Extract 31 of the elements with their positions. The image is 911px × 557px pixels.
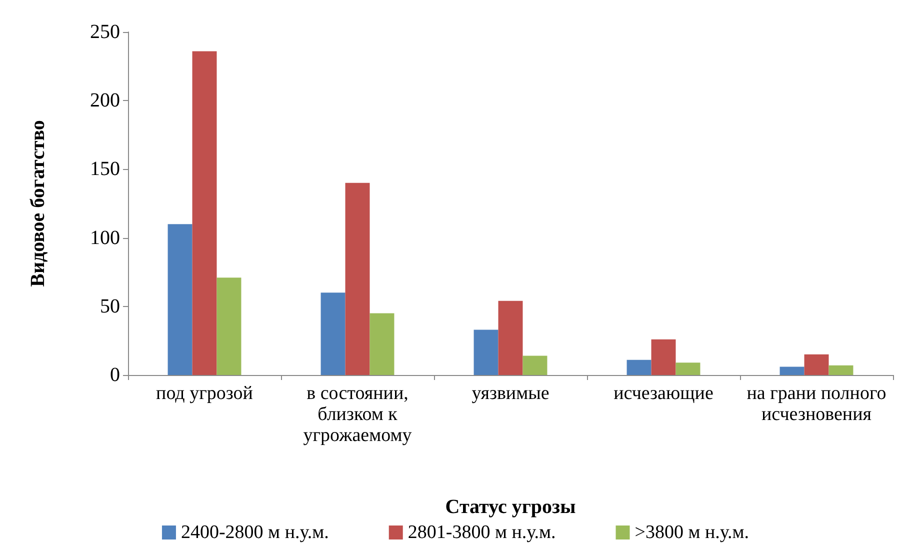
legend-label: 2801-3800 м н.у.м. — [408, 522, 556, 543]
bar — [780, 366, 804, 375]
bar — [676, 362, 700, 375]
x-axis-title: Статус угрозы — [445, 496, 576, 518]
x-tick-label: на грани полного исчезновения — [746, 383, 886, 425]
bar — [651, 339, 676, 375]
bar — [626, 360, 652, 375]
bar — [474, 330, 498, 375]
y-tick-label: 100 — [90, 226, 120, 249]
x-tick-label: уязвимые — [472, 383, 550, 404]
y-tick-label: 250 — [90, 21, 120, 43]
bar — [522, 356, 548, 375]
x-tick-label: в состоянии, близком к угрожаемому — [303, 383, 412, 446]
legend-label: >3800 м н.у.м. — [634, 522, 750, 543]
bar — [370, 313, 394, 375]
bar — [216, 278, 242, 375]
bar — [498, 300, 523, 375]
y-tick-label: 200 — [90, 90, 120, 112]
legend-label: 2400-2800 м н.у.м. — [180, 522, 329, 543]
bar — [828, 365, 854, 375]
bar — [192, 51, 217, 375]
y-axis-title: Видовое богатство — [27, 120, 49, 287]
y-tick-label: 0 — [110, 364, 120, 386]
bar — [168, 224, 192, 375]
bar — [804, 354, 829, 375]
x-tick-label: под угрозой — [156, 383, 253, 404]
y-tick-label: 50 — [100, 295, 120, 318]
bar — [320, 292, 346, 375]
y-tick-label: 150 — [90, 158, 120, 180]
bar — [345, 182, 370, 375]
x-tick-label: исчезающие — [614, 383, 714, 404]
